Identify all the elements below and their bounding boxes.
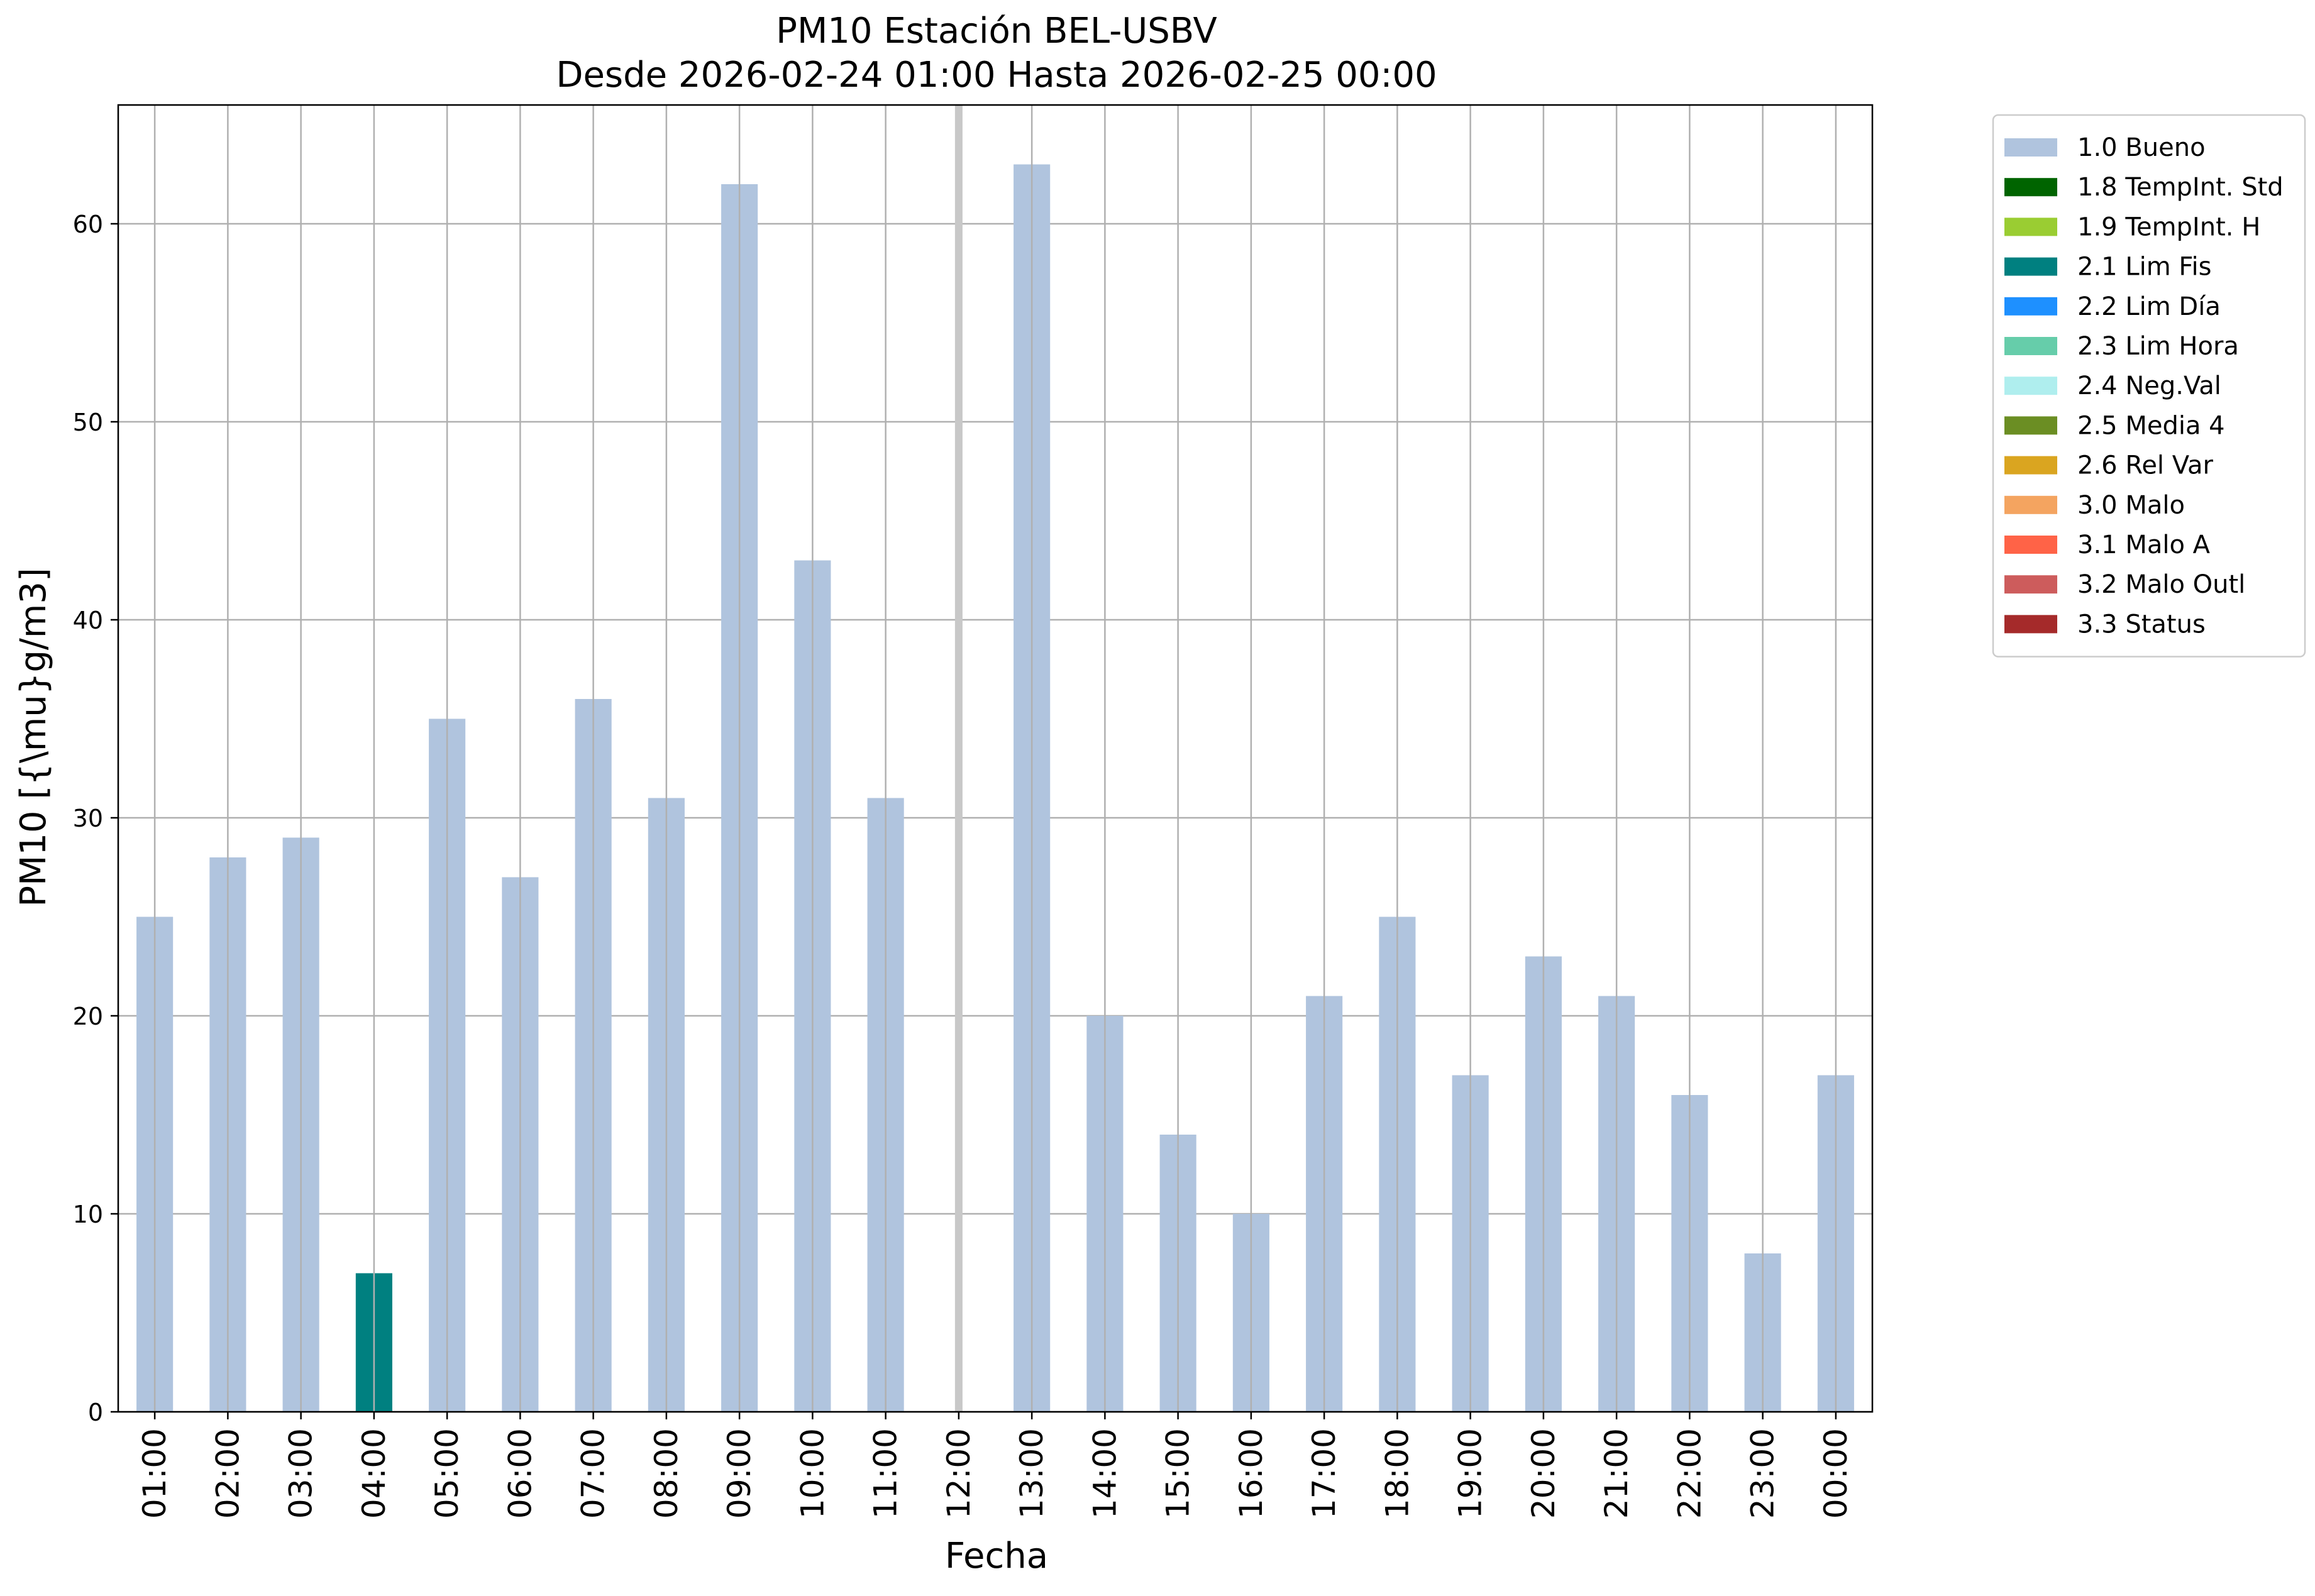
y-tick-label: 20 bbox=[73, 1003, 103, 1030]
x-tick-label: 00:00 bbox=[1818, 1428, 1854, 1519]
chart-title: PM10 Estación BEL-USBV bbox=[776, 11, 1217, 52]
x-tick-label: 15:00 bbox=[1160, 1428, 1196, 1519]
y-axis-label: PM10 [{\mu}g/m3] bbox=[13, 568, 54, 907]
legend-label: 3.0 Malo bbox=[2077, 491, 2185, 520]
x-tick-label: 10:00 bbox=[794, 1428, 831, 1519]
legend-swatch bbox=[2004, 615, 2057, 634]
x-tick-label: 12:00 bbox=[941, 1428, 977, 1519]
x-tick-label: 06:00 bbox=[502, 1428, 538, 1519]
legend-swatch bbox=[2004, 297, 2057, 316]
y-tick-label: 30 bbox=[73, 805, 103, 832]
x-tick-label: 22:00 bbox=[1671, 1428, 1708, 1519]
chart-subtitle: Desde 2026-02-24 01:00 Hasta 2026-02-25 … bbox=[556, 55, 1437, 96]
legend-label: 2.2 Lim Día bbox=[2077, 292, 2221, 321]
x-tick-label: 13:00 bbox=[1014, 1428, 1050, 1519]
x-tick-label: 11:00 bbox=[868, 1428, 904, 1519]
x-tick-label: 01:00 bbox=[136, 1428, 173, 1519]
x-tick-label: 07:00 bbox=[575, 1428, 612, 1519]
legend-label: 1.9 TempInt. H bbox=[2077, 212, 2260, 241]
x-tick-label: 16:00 bbox=[1233, 1428, 1269, 1519]
x-tick-label: 23:00 bbox=[1745, 1428, 1781, 1519]
x-axis-label: Fecha bbox=[945, 1536, 1048, 1577]
x-tick-label: 20:00 bbox=[1525, 1428, 1562, 1519]
legend-swatch bbox=[2004, 416, 2057, 435]
y-tick-label: 60 bbox=[73, 211, 103, 238]
legend-label: 2.3 Lim Hora bbox=[2077, 332, 2239, 361]
legend-label: 2.5 Media 4 bbox=[2077, 411, 2225, 440]
legend-label: 3.1 Malo A bbox=[2077, 531, 2211, 559]
x-tick-label: 05:00 bbox=[429, 1428, 465, 1519]
legend: 1.0 Bueno 1.8 TempInt. Std 1.9 TempInt. H 2… bbox=[1992, 114, 2306, 658]
x-tick-label: 08:00 bbox=[648, 1428, 685, 1519]
x-tick-label: 17:00 bbox=[1306, 1428, 1342, 1519]
legend-swatch bbox=[2004, 257, 2057, 276]
legend-swatch bbox=[2004, 536, 2057, 554]
legend-swatch bbox=[2004, 217, 2057, 236]
bars bbox=[136, 105, 1854, 1412]
x-tick-label: 03:00 bbox=[283, 1428, 319, 1519]
legend-swatch bbox=[2004, 138, 2057, 157]
y-tick-label: 40 bbox=[73, 607, 103, 634]
missing-data-marker bbox=[954, 105, 963, 1412]
legend-label: 3.3 Status bbox=[2077, 610, 2206, 639]
legend-swatch bbox=[2004, 575, 2057, 594]
legend-swatch bbox=[2004, 456, 2057, 475]
plot-frame bbox=[117, 104, 1874, 1413]
y-tick-label: 0 bbox=[88, 1399, 103, 1426]
y-tick-label: 50 bbox=[73, 409, 103, 436]
legend-label: 2.1 Lim Fis bbox=[2077, 253, 2211, 282]
x-tick-label: 18:00 bbox=[1379, 1428, 1415, 1519]
y-tick-label: 10 bbox=[73, 1201, 103, 1228]
legend-swatch bbox=[2004, 178, 2057, 197]
x-tick-label: 02:00 bbox=[209, 1428, 246, 1519]
legend-label: 2.6 Rel Var bbox=[2077, 451, 2214, 480]
legend-label: 3.2 Malo Outl bbox=[2077, 570, 2245, 599]
x-tick-label: 04:00 bbox=[356, 1428, 392, 1519]
legend-swatch bbox=[2004, 377, 2057, 395]
x-tick-label: 14:00 bbox=[1086, 1428, 1123, 1519]
legend-swatch bbox=[2004, 495, 2057, 514]
x-tick-label: 21:00 bbox=[1598, 1428, 1635, 1519]
legend-label: 2.4 Neg.Val bbox=[2077, 371, 2221, 400]
x-tick-label: 09:00 bbox=[721, 1428, 758, 1519]
legend-box bbox=[1992, 114, 2306, 658]
legend-label: 1.8 TempInt. Std bbox=[2077, 173, 2284, 202]
x-tick-label: 19:00 bbox=[1452, 1428, 1489, 1519]
legend-label: 1.0 Bueno bbox=[2077, 133, 2206, 162]
axes: 0 10 20 30 40 50 60 01:00 02:00 03:00 04:00 05:00 06… bbox=[73, 104, 1874, 1519]
legend-swatch bbox=[2004, 337, 2057, 355]
